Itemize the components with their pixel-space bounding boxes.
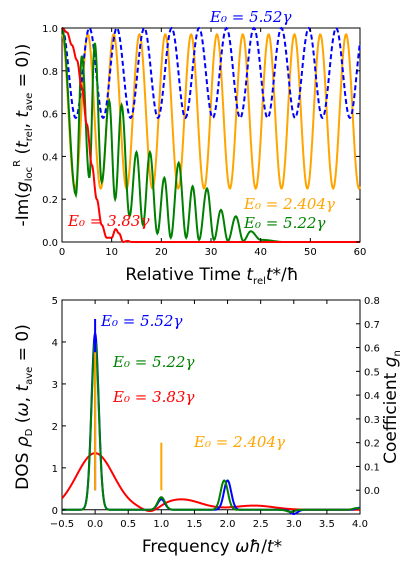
top-y-tick-label: 0.4 [42,152,58,163]
top-x-axis-label: Relative Time trelt*/ħ [125,265,298,287]
bottom-y-tick-label: 1 [52,464,58,475]
bottom-y2-tick-label: 0.2 [364,439,380,450]
bottom-y2-tick-label: 0.6 [364,344,380,355]
bottom-annotation-3-83: E₀ = 3.83γ [112,388,194,406]
bottom-y2-tick-label: 0.5 [364,367,380,378]
bottom-y-tick-label: 5 [52,296,58,307]
bottom-plot-frame [61,299,361,515]
bottom-annotation-5-22: E₀ = 5.22γ [112,353,194,371]
top-y-tick-label: 0.8 [42,67,58,78]
top-annotation-5-22: E₀ = 5.22γ [243,214,325,232]
bottom-x-tick-label: 3.0 [286,519,302,530]
top-y-tick-label: 0.0 [42,238,58,249]
bottom-x-tick-label: 1.0 [153,519,169,530]
bottom-y2-tick-label: 0.7 [364,320,380,331]
bottom-x-tick-label: 2.5 [253,519,269,530]
bottom-x-tick-label: 2.0 [220,519,236,530]
top-y-tick-label: 0.6 [42,110,58,121]
bottom-y2-tick-label: 0.8 [364,296,380,307]
bottom-x-tick-label: 0.0 [87,519,103,530]
top-y-axis-label: -Im(glocR (trel, tave = 0)) [12,44,35,227]
bottom-x-tick-label: 3.5 [319,519,335,530]
top-x-tick-label: 10 [105,247,118,258]
bottom-y2-tick-label: 0.0 [364,486,380,497]
bottom-x-tick-label: 0.5 [120,519,136,530]
top-x-tick-label: 0 [59,247,65,258]
bottom-series-line [62,339,361,513]
bottom-y-tick-label: 2 [52,422,58,433]
bottom-y-tick-label: 0 [52,506,58,517]
top-x-tick-label: 60 [354,247,367,258]
bottom-y2-axis-label: Coefficient gn [381,350,403,464]
top-x-tick-label: 40 [254,247,267,258]
bottom-series-line [62,331,360,516]
top-y-tick-label: 0.2 [42,195,58,206]
bottom-y2-tick-label: 0.4 [364,391,380,402]
bottom-y-tick-label: 4 [52,338,58,349]
top-annotation-5-52: E₀ = 5.52γ [209,8,291,26]
top-series-line [61,27,360,244]
bottom-x-tick-label: −0.5 [50,519,74,530]
bottom-y2-tick-label: 0.3 [364,415,380,426]
top-panel: 0 10 20 30 40 50 60 0.0 0.2 0.4 0.6 0.8 1.0 -Im(gloc… [12,8,366,287]
top-series-line [61,32,361,191]
bottom-x-tick-label: 4.0 [352,519,368,530]
bottom-annotation-5-52: E₀ = 5.52γ [100,312,182,330]
bottom-x-axis-label: Frequency ωħ/t* [142,537,282,557]
top-x-tick-label: 50 [304,247,317,258]
top-x-tick-label: 30 [205,247,218,258]
top-annotation-3-83: E₀ = 3.83γ [67,212,149,230]
bottom-x-tick-label: 1.5 [186,519,202,530]
top-y-tick-label: 1.0 [42,24,58,35]
bottom-y-tick-label: 3 [52,380,58,391]
bottom-annotation-2-404: E₀ = 2.404γ [193,433,285,451]
bottom-series-red [61,452,360,513]
top-annotation-2-404: E₀ = 2.404γ [243,195,335,213]
bottom-panel: −0.5 0.0 0.5 1.0 1.5 2.0 2.5 3.0 3.5 4.0 0 1 2 3 4 5 0.0… [13,296,403,557]
top-x-tick-label: 20 [155,247,168,258]
bottom-y2-tick-label: 0.1 [364,462,380,473]
top-series-line [61,27,360,243]
bottom-y-axis-label: DOS ρD (ω, tave = 0) [13,324,35,490]
